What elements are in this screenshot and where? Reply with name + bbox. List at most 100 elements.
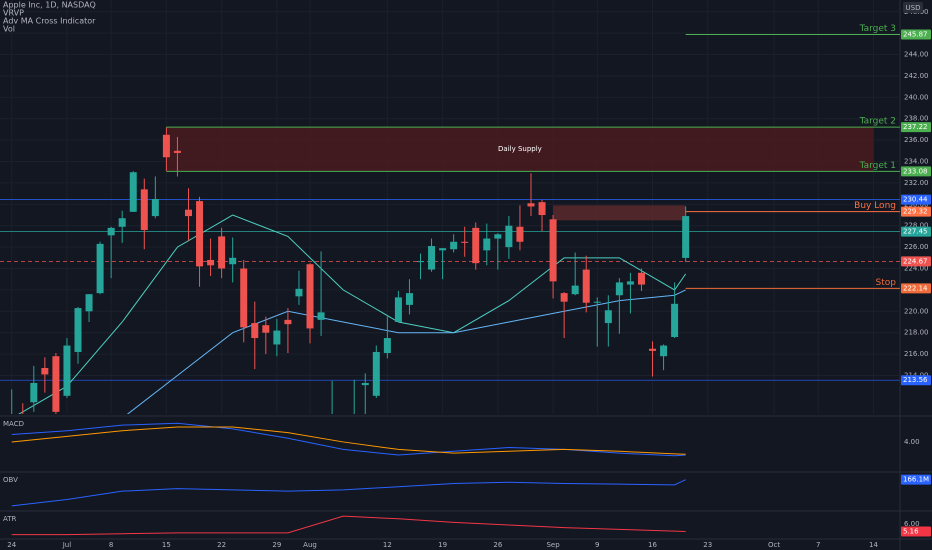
candle-body [428,246,436,270]
candle-body [649,348,657,351]
candle-body [361,382,369,386]
candle-body [52,356,60,412]
y-tick-label: 236.00 [904,136,929,144]
candle-body [118,218,126,227]
level-label: Buy Long [854,201,896,211]
price-tag-label: 222.14 [903,284,928,292]
x-tick-label: 14 [869,541,878,549]
candle-body [74,308,82,352]
candle-body [229,257,237,265]
x-tick-label: 19 [438,541,447,549]
indicator-line [11,426,686,455]
indicator-line [11,422,686,457]
y-tick-label: 4.00 [904,438,920,446]
candle-body [483,238,491,251]
pane-label: OBV [3,476,18,484]
candle-body [273,330,281,345]
level-label: Target 2 [859,117,896,127]
x-tick-label: Jul [62,541,72,549]
x-tick-label: 9 [595,541,599,549]
candle-body [41,368,49,375]
currency[interactable]: USD [906,4,921,12]
candle-body [538,202,546,216]
y-tick-label: 244.00 [904,51,929,59]
price-tag-label: 5.16 [903,527,919,535]
candle-body [162,134,170,158]
level-label: Target 1 [859,161,896,171]
x-tick-label: Sep [546,541,560,549]
candle-body [516,226,524,242]
y-tick-label: 228.00 [904,222,929,230]
candle-body [262,325,270,333]
price-tag [901,226,931,237]
y-tick-label: 224.00 [904,265,929,273]
candle-body [317,312,325,320]
price-tag-label: 229.32 [903,208,928,216]
candle-body [372,351,380,396]
candle-body [30,382,38,403]
candle-body [96,243,104,294]
price-tag [901,122,931,133]
candle-body [472,227,480,264]
candle-body [671,303,679,337]
x-tick-label: Aug [303,541,317,549]
candle-body [582,269,590,303]
candle-body [560,293,568,302]
price-tag [901,526,931,537]
y-tick-label: 234.00 [904,158,929,166]
candle-body [461,241,469,243]
candle-body [682,216,690,258]
candle-body [251,323,259,339]
candle-body [85,294,93,312]
x-tick-label: 26 [493,541,502,549]
price-tag [901,474,931,485]
y-tick-label: 242.00 [904,72,929,80]
y-tick-label: 6.00 [904,520,920,528]
price-tag-label: 213.56 [903,376,928,384]
candle-body [295,288,303,297]
y-tick-label: 220.00 [904,307,929,315]
candle-body [207,259,215,266]
candle-body [494,234,502,239]
candle-body [593,301,601,303]
price-tag [901,206,931,217]
candle-body [571,285,579,295]
y-tick-label: 240.00 [904,93,929,101]
candle-body [660,345,668,357]
candle-body [505,225,513,248]
candle-body [383,338,391,354]
price-tag-label: 224.67 [903,257,928,265]
x-tick-label: 7 [816,541,820,549]
candle-body [527,203,535,207]
price-tag [901,375,931,386]
candle-body [626,281,634,285]
candle-body [107,227,115,236]
indicator-line [11,515,686,536]
pane-label: ATR [3,515,17,523]
x-tick-label: 15 [162,541,171,549]
candle-body [450,241,458,250]
candle-body [196,201,204,267]
price-tag [901,29,931,40]
x-tick-label: 8 [109,541,113,549]
price-tag [901,256,931,267]
chart-title: Apple Inc, 1D, NASDAQ [3,1,96,10]
y-tick-label: 226.00 [904,243,929,251]
candle-body [173,150,181,153]
y-tick-label: 218.00 [904,329,929,337]
candle-body [394,297,402,322]
moving-average [126,289,686,414]
indicator-name: VRVP [3,9,24,18]
currency-button[interactable] [903,2,923,13]
x-tick-label: 24 [7,541,16,549]
x-tick-label: 29 [272,541,281,549]
candle-body [240,268,248,328]
zone-label: Daily Supply [498,145,542,153]
candle-body [637,272,645,285]
y-tick-label: 216.00 [904,350,929,358]
candle-body [549,219,557,282]
indicator-name: Adv MA Cross Indicator [3,17,96,26]
candle-body [63,345,71,396]
